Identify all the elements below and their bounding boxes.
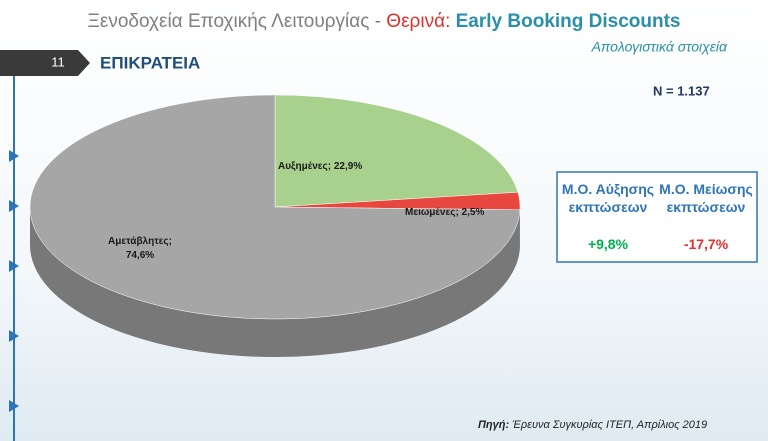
stat-value: -17,7% [683, 236, 729, 252]
source-text: Έρευνα Συγκυρίας ΙΤΕΠ, Απρίλιος 2019 [509, 419, 707, 431]
slice [29, 94, 521, 320]
slide-number: 11 [51, 54, 65, 69]
stat-label: Μ.Ο. Μείωσης εκπτώσεων [659, 181, 753, 215]
stats-box [556, 171, 758, 263]
stat-label: Μ.Ο. Αύξησης εκπτώσεων [561, 181, 655, 215]
title-part: Ξενοδοχεία Εποχικής Λειτουργίας - [88, 11, 387, 32]
stat-value: +9,8% [587, 236, 629, 252]
source: Πηγή: Έρευνα Συγκυρίας ΙΤΕΠ, Απρίλιος 20… [478, 419, 707, 431]
sample-size: N = 1.137 [653, 83, 710, 98]
title: Ξενοδοχεία Εποχικής Λειτουργίας - Θερινά… [88, 11, 681, 32]
data-label: Αυξημένες; 22,9% [278, 161, 363, 172]
data-label: Μειωμένες; 2,5% [405, 207, 485, 218]
section-title: ΕΠΙΚΡΑΤΕΙΑ [100, 53, 200, 72]
title-part: Θερινά [386, 11, 445, 32]
slice [274, 94, 519, 208]
source-label: Πηγή: [478, 419, 509, 431]
slice-side [30, 207, 520, 357]
title-part: Early Booking Discounts [456, 11, 681, 32]
pie [29, 94, 521, 357]
slide-number-tab [0, 50, 90, 76]
title-part: : [445, 11, 456, 32]
subtitle: Απολογιστικά στοιχεία [591, 39, 728, 55]
data-label: Αμετάβλητες; 74,6% [108, 236, 172, 261]
